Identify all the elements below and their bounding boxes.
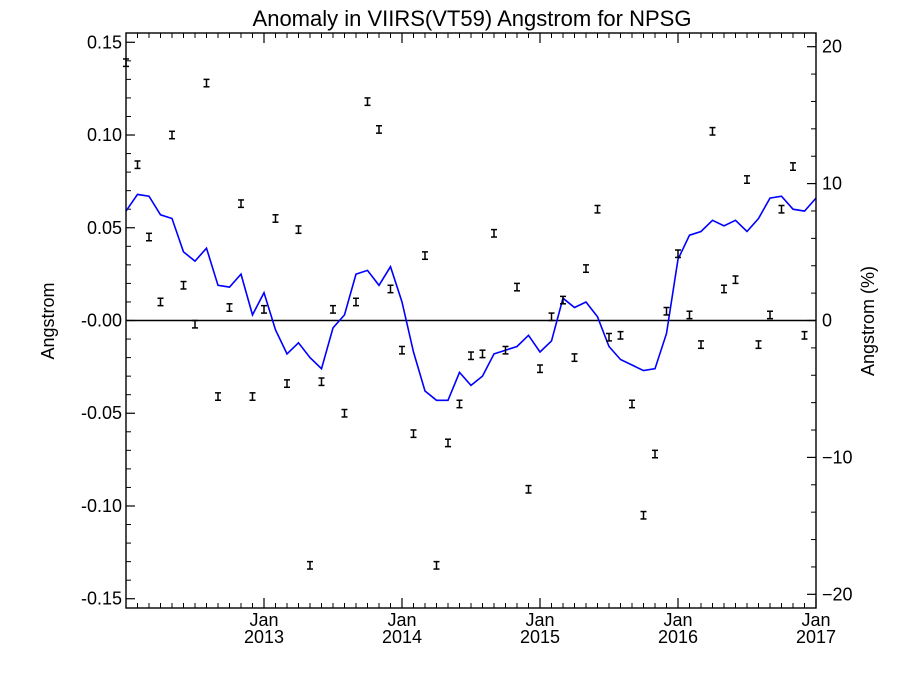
data-point <box>215 392 221 402</box>
y-tick-label: 0.10 <box>87 125 122 145</box>
data-point <box>675 249 681 259</box>
data-point <box>560 295 566 305</box>
data-point <box>548 312 555 322</box>
data-point <box>146 232 152 242</box>
y-tick-label: -0.05 <box>81 403 122 423</box>
data-point <box>157 297 164 307</box>
data-point <box>399 345 405 355</box>
data-point <box>606 332 612 342</box>
data-point <box>422 251 428 261</box>
data-point <box>571 353 578 363</box>
data-point <box>709 126 716 136</box>
data-point <box>192 319 198 329</box>
data-point <box>353 297 359 307</box>
data-point <box>433 560 440 570</box>
data-point <box>479 349 486 359</box>
x-tick-label-month: Jan <box>387 610 416 630</box>
x-tick-label-month: Jan <box>249 610 278 630</box>
data-point <box>376 124 382 134</box>
data-point <box>203 78 210 88</box>
y2-tick-label: 20 <box>822 37 842 57</box>
data-point <box>617 330 624 340</box>
y-axis-title: Angstrom <box>38 282 58 359</box>
data-point <box>249 392 256 402</box>
data-point <box>629 399 635 409</box>
data-point <box>318 377 325 387</box>
data-point <box>778 204 785 214</box>
x-tick-label-month: Jan <box>801 610 830 630</box>
data-point <box>226 303 233 312</box>
x-tick-label-year: 2013 <box>244 627 284 647</box>
x-tick-label-month: Jan <box>663 610 692 630</box>
chart-title: Anomaly in VIIRS(VT59) Angstrom for NPSG <box>253 6 692 31</box>
data-point <box>721 284 727 294</box>
y2-tick-label: 0 <box>822 311 832 331</box>
x-tick-label-year: 2017 <box>796 627 836 647</box>
data-point <box>640 510 647 520</box>
data-point <box>330 304 336 314</box>
x-tick-label-year: 2015 <box>520 627 560 647</box>
data-point <box>456 399 463 409</box>
y-tick-label: -0.10 <box>81 496 122 516</box>
plot-area: 0.15 0.10 0.05 -0.00 -0.05 -0.10 -0.15 20 10 0 −10… <box>81 32 853 647</box>
x-tick-label-year: 2014 <box>382 627 422 647</box>
data-point <box>663 306 670 316</box>
y-tick-label: -0.15 <box>81 589 122 609</box>
data-point <box>134 160 141 170</box>
data-point <box>180 280 187 290</box>
data-point <box>767 310 773 320</box>
data-point <box>502 345 509 355</box>
data-point <box>491 228 497 238</box>
y-tick-label: 0.05 <box>87 218 122 238</box>
data-point <box>284 379 290 389</box>
x-tick-label-month: Jan <box>525 610 554 630</box>
plot-frame <box>125 32 817 609</box>
y2-tick-label: −20 <box>822 584 853 604</box>
series-line <box>125 193 817 402</box>
data-point <box>537 364 543 374</box>
data-point <box>272 214 279 223</box>
x-tick-label-year: 2016 <box>658 627 698 647</box>
data-point <box>387 284 394 294</box>
data-point <box>410 429 417 439</box>
data-point <box>652 449 658 459</box>
data-point <box>468 351 474 361</box>
y-tick-label: 0.15 <box>87 32 122 52</box>
data-point <box>514 282 520 292</box>
data-point <box>261 304 267 314</box>
data-point <box>801 330 808 340</box>
data-point <box>445 438 451 448</box>
data-point <box>744 175 750 184</box>
data-point <box>583 264 589 274</box>
y2-tick-label: −10 <box>822 447 853 467</box>
data-point <box>732 275 739 285</box>
data-point <box>594 204 601 214</box>
y-tick-label: -0.00 <box>81 311 122 331</box>
data-point <box>364 97 371 107</box>
data-point <box>525 484 532 494</box>
data-point <box>341 408 348 418</box>
data-point <box>755 340 762 350</box>
data-point <box>686 310 693 320</box>
y2-tick-label: 10 <box>822 174 842 194</box>
y2-axis-title: Angstrom (%) <box>858 266 878 376</box>
data-point <box>295 225 302 235</box>
data-point <box>169 130 175 140</box>
data-point <box>307 560 313 570</box>
data-point <box>790 162 796 172</box>
data-point <box>698 340 704 350</box>
data-point <box>238 199 244 209</box>
